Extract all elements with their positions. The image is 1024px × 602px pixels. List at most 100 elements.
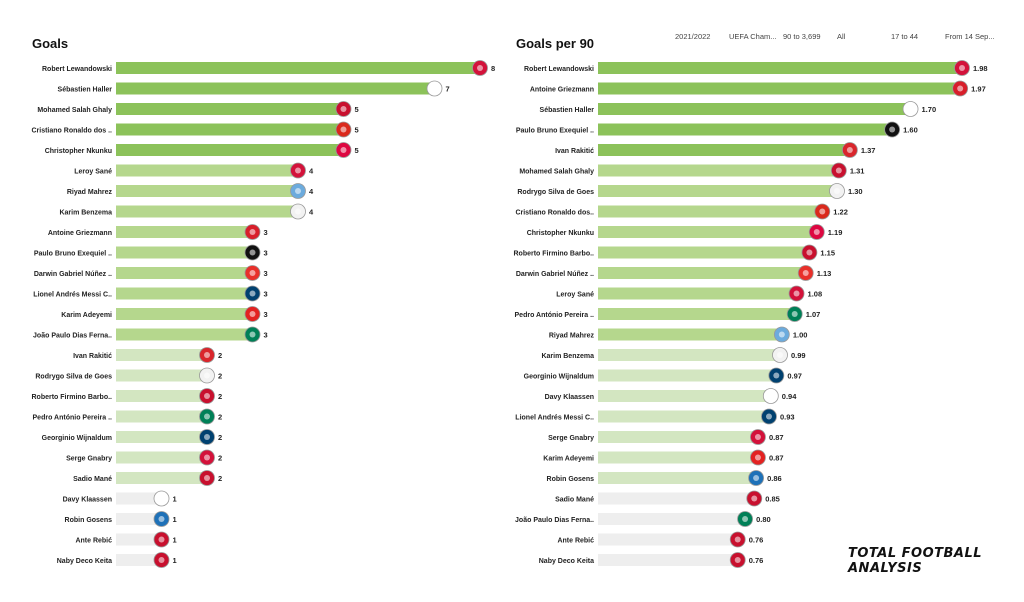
bar — [598, 82, 961, 95]
value-label: 1.98 — [973, 64, 988, 73]
bar — [598, 226, 817, 238]
player-label: Antoine Griezmann — [48, 230, 112, 237]
value-label: 2 — [218, 474, 222, 483]
player-label: Robert Lewandowski — [42, 66, 112, 73]
season-filter[interactable]: 2021/2022 — [675, 32, 711, 41]
club-badge-detail — [158, 536, 165, 543]
player-label: João Paulo Dias Ferna.. — [515, 517, 594, 524]
value-label: 5 — [355, 105, 359, 114]
player-label: Naby Deco Keita — [57, 558, 112, 565]
player-label: Davy Klaassen — [63, 497, 112, 504]
value-label: 1 — [173, 495, 177, 504]
club-badge-detail — [340, 126, 347, 133]
value-label: 4 — [309, 208, 314, 217]
player-label: Karim Benzema — [59, 210, 112, 217]
value-label: 2 — [218, 351, 222, 360]
goals-bar-chart: Robert Lewandowski 8 Sébastien Haller 7 Moha… — [31, 60, 495, 568]
bar — [598, 144, 850, 156]
club-badge-detail — [204, 475, 210, 481]
value-label: 1 — [173, 536, 177, 545]
player-label: Lionel Andrés Messi C.. — [515, 415, 594, 422]
minutes-filter[interactable]: 90 to 3,699 — [783, 32, 821, 41]
bar — [598, 533, 738, 546]
bar — [116, 492, 162, 505]
value-label: 1.08 — [808, 290, 823, 299]
club-badge-detail — [295, 208, 301, 215]
club-badge-detail — [835, 167, 842, 174]
bar — [598, 287, 797, 300]
club-badge-detail — [249, 229, 256, 235]
club-badge-detail — [204, 434, 210, 440]
club-badge-detail — [742, 516, 749, 522]
date-filter[interactable]: From 14 Sep... — [945, 32, 995, 41]
bar — [598, 246, 810, 259]
bar — [598, 431, 758, 443]
player-label: Roberto Firmino Barbo.. — [514, 251, 595, 258]
player-label: Riyad Mahrez — [67, 189, 113, 196]
value-label: 0.76 — [749, 536, 764, 545]
club-badge-detail — [249, 331, 256, 338]
club-badge-detail — [751, 495, 758, 502]
player-label: Cristiano Ronaldo dos .. — [31, 128, 112, 135]
bar — [116, 103, 344, 115]
value-label: 0.99 — [791, 351, 806, 360]
value-label: 2 — [218, 392, 222, 401]
club-badge-detail — [477, 65, 483, 71]
club-badge-detail — [959, 65, 965, 71]
player-label: Ante Rebić — [75, 538, 112, 545]
player-label: Sadio Mané — [555, 497, 594, 504]
bar — [598, 62, 962, 74]
bar — [116, 82, 435, 95]
club-badge-detail — [158, 495, 165, 502]
value-label: 5 — [355, 146, 359, 155]
player-label: Ante Rebić — [557, 538, 594, 545]
player-label: Roberto Firmino Barbo.. — [32, 394, 113, 401]
value-label: 1.37 — [861, 146, 876, 155]
bar — [598, 513, 746, 525]
club-badge-detail — [249, 270, 256, 276]
bar — [116, 513, 162, 525]
player-label: João Paulo Dias Ferna.. — [33, 333, 112, 340]
bar — [116, 410, 207, 423]
age-filter[interactable]: 17 to 44 — [891, 32, 919, 41]
player-label: Darwin Gabriel Núñez .. — [34, 271, 112, 278]
value-label: 4 — [309, 167, 314, 176]
value-label: 2 — [218, 372, 222, 381]
club-badge-detail — [158, 516, 165, 522]
player-label: Leroy Sané — [556, 292, 594, 299]
bar — [116, 349, 207, 361]
position-filter[interactable]: All — [837, 32, 846, 41]
bar — [116, 62, 480, 74]
value-label: 8 — [491, 64, 495, 73]
player-label: Pedro António Pereira .. — [33, 415, 113, 422]
value-label: 0.87 — [769, 433, 784, 442]
bar — [598, 472, 757, 484]
player-label: Antoine Griezmann — [530, 87, 594, 94]
club-badge-detail — [158, 557, 165, 563]
value-label: 0.94 — [782, 392, 797, 401]
player-label: Christopher Nkunku — [527, 230, 594, 237]
brand-logo: TOTAL FOOTBALL ANALYSIS — [848, 546, 983, 576]
club-badge-detail — [773, 372, 780, 379]
bar — [116, 308, 253, 320]
competition-filter[interactable]: UEFA Cham... — [729, 32, 777, 41]
value-label: 1.30 — [848, 187, 863, 196]
bar — [116, 246, 253, 259]
bar — [116, 431, 207, 443]
club-badge-detail — [340, 106, 347, 112]
club-badge-detail — [204, 413, 210, 420]
club-badge-detail — [765, 413, 772, 420]
player-label: Christopher Nkunku — [45, 148, 112, 155]
goals-chart-title: Goals — [32, 36, 69, 51]
value-label: 0.85 — [765, 495, 780, 504]
club-badge-detail — [734, 536, 741, 543]
player-label: Mohamed Salah Ghaly — [519, 169, 594, 176]
bar — [598, 492, 755, 505]
club-badge-detail — [295, 188, 301, 194]
player-label: Georginio Wijnaldum — [524, 374, 594, 381]
club-badge-detail — [204, 352, 210, 358]
bar — [116, 144, 344, 156]
player-label: Paulo Bruno Exequiel .. — [516, 128, 594, 135]
value-label: 1.13 — [817, 269, 832, 278]
